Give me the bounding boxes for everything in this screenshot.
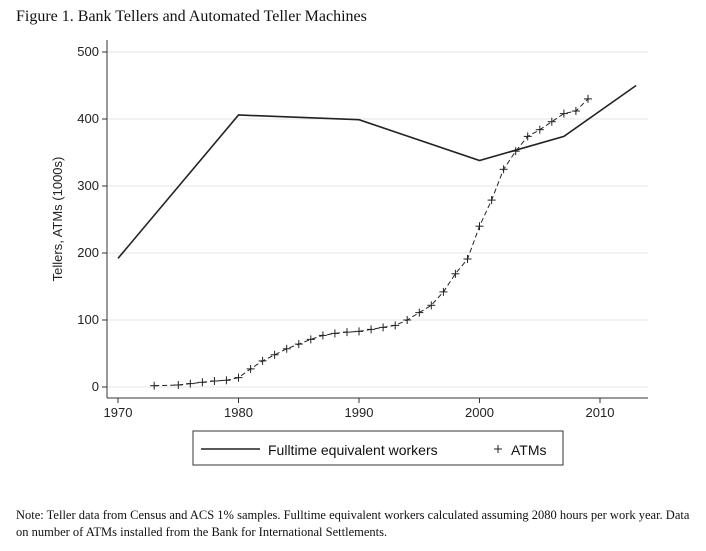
x-tick-label-2010: 2010 [586, 405, 615, 420]
atms-point-1982 [258, 356, 267, 365]
atms-point-2004 [523, 132, 532, 141]
atms-point-2007 [559, 109, 568, 118]
chart: 1970 1980 1990 2000 2010 0 100 200 300 400 500 Te… [50, 40, 648, 466]
y-tick-label-400: 400 [77, 111, 99, 126]
x-axis: 1970 1980 1990 2000 2010 [104, 397, 648, 420]
atms-point-1979 [222, 376, 231, 385]
series-atms [150, 94, 592, 390]
atms-point-1999 [463, 255, 472, 263]
x-tick-label-1990: 1990 [345, 405, 374, 420]
atms-point-1987 [318, 331, 327, 340]
atms-point-1978 [210, 377, 219, 385]
legend-marker-atms [494, 445, 502, 453]
atms-point-2003 [511, 147, 520, 156]
atms-point-2006 [547, 117, 556, 126]
atms-point-1993 [391, 321, 400, 330]
atms-point-1991 [367, 325, 376, 334]
y-axis: 0 100 200 300 400 500 [77, 40, 108, 398]
atms-point-1976 [186, 379, 195, 388]
y-tick-label-100: 100 [77, 312, 99, 327]
atms-point-1977 [198, 378, 207, 387]
legend-box [192, 430, 564, 466]
x-tick-label-1970: 1970 [104, 405, 133, 420]
atms-point-1981 [246, 364, 255, 373]
atms-point-1973 [150, 381, 159, 390]
atms-line [154, 98, 589, 387]
x-tick-label-1980: 1980 [224, 405, 253, 420]
atms-point-2000 [475, 222, 484, 231]
y-tick-label-300: 300 [77, 178, 99, 193]
gridlines [107, 51, 648, 388]
figure-note: Note: Teller data from Census and ACS 1%… [16, 508, 690, 539]
legend-label-atms: ATMs [511, 442, 547, 458]
series-workers [117, 84, 637, 259]
atms-point-1988 [330, 329, 339, 338]
legend-label-workers: Fulltime equivalent workers [268, 442, 438, 458]
atms-point-1998 [451, 269, 460, 278]
y-axis-title: Tellers, ATMs (1000s) [50, 157, 65, 282]
atms-point-2005 [535, 125, 544, 134]
atms-point-1975 [174, 381, 183, 389]
atms-point-2008 [571, 107, 580, 115]
legend: Fulltime equivalent workers ATMs [192, 430, 564, 466]
atms-point-1994 [403, 316, 412, 324]
atms-point-1985 [294, 340, 303, 349]
atms-point-1990 [355, 327, 363, 336]
y-tick-label-0: 0 [92, 379, 99, 394]
atms-point-1992 [379, 323, 388, 332]
atms-point-1997 [439, 287, 448, 296]
x-tick-label-2000: 2000 [465, 405, 494, 420]
atms-point-2001 [487, 196, 496, 205]
y-tick-label-500: 500 [77, 44, 99, 59]
atms-point-1986 [306, 335, 315, 344]
atms-point-1980 [234, 373, 243, 382]
atms-point-2002 [499, 165, 508, 174]
atms-point-1983 [270, 350, 279, 359]
figure-title: Figure 1. Bank Tellers and Automated Tel… [16, 8, 367, 25]
atms-point-1996 [427, 301, 436, 310]
workers-line [117, 84, 637, 259]
atms-point-1984 [282, 344, 291, 353]
y-tick-label-200: 200 [77, 245, 99, 260]
atms-point-1995 [415, 308, 424, 317]
atms-point-1989 [343, 328, 351, 337]
atms-point-2009 [584, 94, 592, 103]
